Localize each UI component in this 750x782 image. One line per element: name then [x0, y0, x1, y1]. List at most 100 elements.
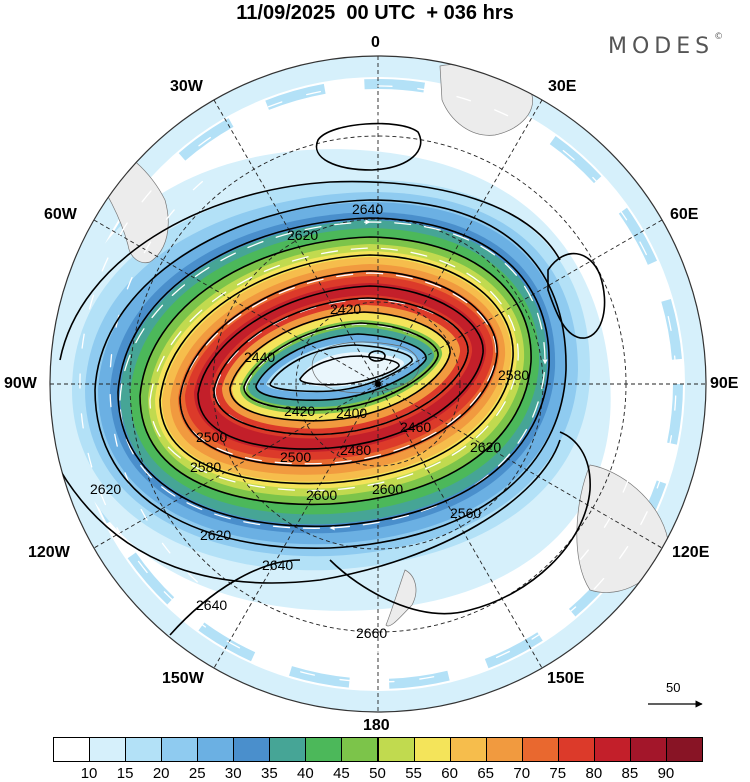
- contour-min-center: [368, 350, 386, 362]
- vector-ring: [79, 85, 677, 683]
- contour-label: 2620: [470, 439, 501, 455]
- contour-label: 2600: [372, 481, 403, 497]
- colorbar-label: 35: [260, 765, 278, 782]
- colorbar-swatch: [305, 737, 343, 762]
- reference-arrow-icon: [648, 700, 703, 708]
- contour-label: 2460: [400, 419, 431, 435]
- contour-label: 2600: [306, 487, 337, 503]
- contour-2440: [255, 333, 427, 401]
- contour-2640-sw: [169, 559, 301, 636]
- colorbar-swatch: [53, 737, 91, 762]
- contour-2560: [159, 254, 514, 485]
- vector-loop: [149, 247, 519, 492]
- lon-label-30e: 30E: [548, 78, 577, 95]
- logo-text: MODES: [608, 34, 715, 59]
- contour-2660-south: [329, 431, 591, 615]
- colorbar-label: 30: [224, 765, 242, 782]
- colorbar-label: 60: [441, 765, 458, 782]
- colorbar-swatch: [89, 737, 127, 762]
- colorbar-label: 20: [152, 765, 170, 782]
- colorbar-label: 75: [549, 765, 567, 782]
- colorbar-label: 45: [333, 765, 350, 782]
- contour-2460: [243, 322, 439, 411]
- colorbar-swatch: [233, 737, 271, 762]
- contour-2420: [269, 344, 413, 393]
- pole-dot: [375, 381, 381, 387]
- contour-label: 2620: [287, 227, 318, 243]
- colorbar-label: 85: [621, 765, 639, 782]
- contour-label: 2640: [262, 557, 293, 573]
- contour-label: 2560: [450, 505, 481, 521]
- lon-label-90e: 90E: [710, 375, 739, 392]
- colorbar-swatch: [629, 737, 667, 762]
- lon-label-30w: 30W: [170, 78, 203, 95]
- contour-label: 2660: [356, 625, 387, 641]
- logo-mark: ©: [714, 32, 724, 42]
- contour-labels: 2640 2620 2580 2620 2600 2600 2500 2500 …: [90, 201, 529, 641]
- map-title: 11/09/2025 00 UTC + 036 hrs: [236, 2, 514, 24]
- colorbar-swatch: [485, 737, 523, 762]
- new-zealand: [385, 569, 417, 627]
- contour-east-cell: [547, 252, 606, 339]
- colorbar-label: 40: [297, 765, 314, 782]
- colorbar-label: 25: [188, 765, 206, 782]
- colorbar-swatch: [521, 737, 559, 762]
- colorbar-swatch: [197, 737, 235, 762]
- colorbar: 10 15 20 25 30 35 40 45 50 55 60 65 70 75 80 85 90: [53, 737, 703, 782]
- contour-2660-north-cell: [315, 122, 422, 171]
- contour-2400: [299, 355, 400, 386]
- colorbar-swatch: [341, 737, 379, 762]
- colorbar-swatch: [593, 737, 631, 762]
- contour-2640-outer: [59, 180, 561, 584]
- lon-label-60w: 60W: [44, 206, 77, 223]
- contour-2480: [229, 311, 451, 422]
- colorbar-swatch: [161, 737, 199, 762]
- australia: [576, 464, 669, 593]
- contour-label: 2400: [336, 405, 367, 421]
- colorbar-swatch: [449, 737, 487, 762]
- reference-vector: 50: [640, 680, 710, 710]
- polar-stereographic-map: 2640 2620 2580 2620 2600 2600 2500 2500 …: [49, 55, 707, 713]
- contour-2500: [213, 297, 469, 436]
- lon-label-60e: 60E: [670, 206, 699, 223]
- lon-label-150w: 150W: [162, 670, 204, 687]
- colorbar-swatch: [557, 737, 595, 762]
- colorbar-label: 80: [585, 765, 603, 782]
- lon-label-90w: 90W: [4, 375, 37, 392]
- colorbar-label: 50: [369, 765, 386, 782]
- colorbar-swatch: [413, 737, 451, 762]
- contour-label: 2640: [196, 597, 227, 613]
- lon-label-180: 180: [363, 717, 390, 734]
- map-border: [49, 55, 707, 713]
- colorbar-swatch: [269, 737, 307, 762]
- lon-label-120w: 120W: [28, 544, 70, 561]
- contour-label: 2620: [90, 481, 121, 497]
- contour-label: 2420: [330, 301, 361, 317]
- contour-2600: [117, 217, 550, 528]
- lon-label-120e: 120E: [672, 544, 710, 561]
- colorbar-swatch: [377, 737, 415, 762]
- colorbar-swatch: [665, 737, 703, 762]
- colorbar-swatch: [125, 737, 163, 762]
- colorbar-label: 55: [405, 765, 422, 782]
- contour-2540: [179, 270, 498, 467]
- modes-logo: MODES©: [608, 32, 724, 59]
- height-contours: [59, 122, 606, 636]
- colorbar-label: 90: [657, 765, 675, 782]
- colorbar-label: 10: [80, 765, 98, 782]
- contour-label: 2640: [352, 201, 383, 217]
- contour-2620: [94, 199, 567, 549]
- vector-ring: [109, 115, 647, 653]
- contour-2520: [197, 285, 484, 450]
- colorbar-label: 65: [477, 765, 494, 782]
- colorbar-label: 70: [513, 765, 531, 782]
- lon-label-150e: 150E: [547, 670, 585, 687]
- lon-label-0: 0: [371, 34, 380, 51]
- contour-label: 2420: [284, 403, 315, 419]
- contour-label: 2620: [200, 527, 231, 543]
- reference-vector-label: 50: [666, 680, 681, 695]
- contour-label: 2500: [280, 449, 311, 465]
- contour-2580: [139, 236, 532, 506]
- contour-label: 2500: [196, 429, 227, 445]
- contour-label: 2440: [244, 349, 275, 365]
